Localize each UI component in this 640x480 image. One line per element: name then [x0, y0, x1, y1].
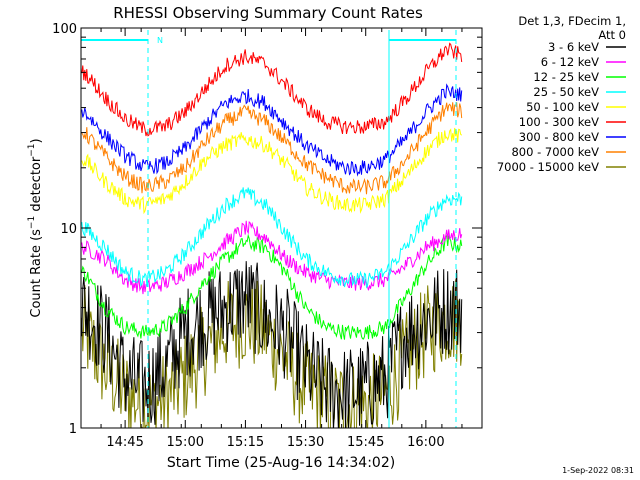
- legend-label-0: 3 - 6 keV: [548, 40, 599, 54]
- y-axis-label: Count Rate (s−1 detector−1): [27, 138, 44, 317]
- y-axis: 1 10 100: [52, 22, 482, 437]
- series-line: [81, 42, 463, 137]
- legend-label-8: 7000 - 15000 keV: [497, 160, 599, 174]
- legend-label-2: 12 - 25 keV: [533, 70, 599, 84]
- y-tick-label-2: 100: [52, 22, 77, 37]
- x-tick-label-3: 15:30: [287, 435, 324, 450]
- x-tick-label-2: 15:15: [227, 435, 264, 450]
- y-tick-label-0: 1: [69, 422, 77, 437]
- series-line: [81, 279, 463, 428]
- y-axis-label-main: Count Rate (s: [29, 229, 44, 318]
- legend-label-5: 100 - 300 keV: [519, 115, 599, 129]
- legend-label-4: 50 - 100 keV: [526, 100, 599, 114]
- footer-timestamp: 1-Sep-2022 08:31: [562, 466, 634, 475]
- series-5: [81, 42, 463, 137]
- x-tick-label-4: 15:45: [347, 435, 384, 450]
- legend-header-line2: Att 0: [598, 28, 626, 42]
- series-8: [81, 279, 463, 428]
- series-line: [81, 261, 463, 428]
- x-axis-label: Start Time (25-Aug-16 14:34:02): [167, 455, 395, 471]
- x-tick-label-1: 15:00: [167, 435, 204, 450]
- series-3: [81, 187, 463, 289]
- series-line: [81, 233, 463, 340]
- series-layer: [81, 42, 463, 428]
- series-line: [81, 102, 463, 195]
- legend-header-line1: Det 1,3, FDecim 1,: [518, 14, 626, 28]
- x-axis: 14:45 15:00 15:15 15:30 15:45 16:00: [80, 28, 483, 450]
- series-line: [81, 220, 463, 295]
- night-marker: N: [157, 36, 163, 45]
- y-axis-label-sup2: −1: [27, 143, 37, 156]
- legend-label-1: 6 - 12 keV: [541, 55, 599, 69]
- series-line: [81, 83, 463, 177]
- y-tick-label-1: 10: [60, 222, 77, 237]
- x-tick-label-5: 16:00: [407, 435, 444, 450]
- series-line: [81, 127, 463, 215]
- chart-title: RHESSI Observing Summary Count Rates: [113, 4, 423, 22]
- series-6: [81, 83, 463, 177]
- y-axis-label-sup1: −1: [27, 216, 37, 229]
- legend-label-7: 800 - 7000 keV: [511, 145, 599, 159]
- legend-label-3: 25 - 50 keV: [533, 85, 599, 99]
- legend-label-6: 300 - 800 keV: [519, 130, 599, 144]
- series-line: [81, 187, 463, 289]
- series-4: [81, 127, 463, 215]
- series-0: [81, 261, 463, 428]
- series-7: [81, 102, 463, 195]
- y-axis-label-mid: detector: [29, 156, 44, 216]
- series-2: [81, 233, 463, 340]
- x-tick-label-0: 14:45: [106, 435, 143, 450]
- series-1: [81, 220, 463, 295]
- y-axis-label-end: ): [29, 138, 44, 143]
